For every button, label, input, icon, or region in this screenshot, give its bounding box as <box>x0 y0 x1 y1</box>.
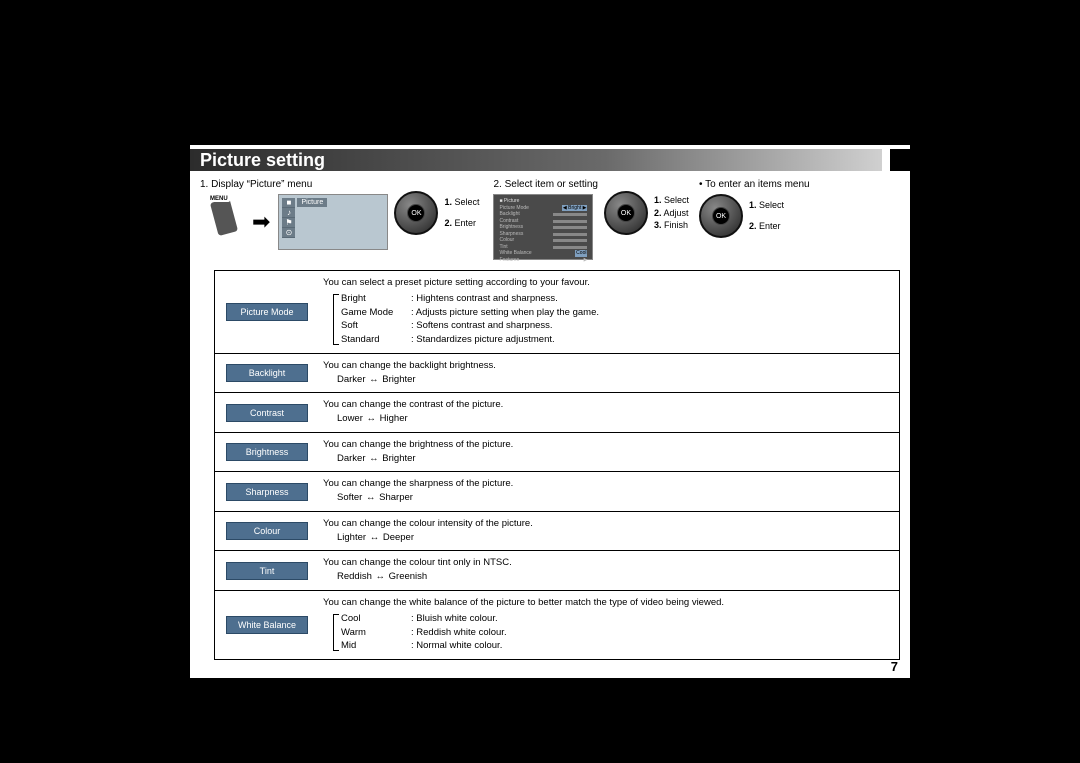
table-row: Contrast You can change the contrast of … <box>215 393 899 433</box>
dial-2-labels: 1. Select 2. Adjust 3. Finish <box>654 194 689 232</box>
arrow-range-icon <box>366 413 378 424</box>
gear-icon: ⊙ <box>282 228 295 238</box>
step-1-graphic: MENU ➡ ■ ♪ ⚑ ⊙ Picture <box>200 194 388 250</box>
remote-icon: MENU <box>200 194 244 240</box>
settings-table: Picture Mode You can select a preset pic… <box>214 270 900 660</box>
row-label-backlight: Backlight <box>226 364 308 382</box>
osd-menu-1: ■ ♪ ⚑ ⊙ Picture <box>278 194 388 250</box>
table-row: Sharpness You can change the sharpness o… <box>215 472 899 512</box>
page-number: 7 <box>891 659 898 674</box>
arrow-range-icon <box>369 532 381 543</box>
row-desc-picture-mode: You can select a preset picture setting … <box>319 271 899 353</box>
manual-page: Picture setting 1. Display “Picture” men… <box>190 145 910 678</box>
table-row: Backlight You can change the backlight b… <box>215 354 899 394</box>
title-mark <box>890 149 910 171</box>
dial-3-labels: 1. Select 2. Enter <box>749 199 784 232</box>
tool-icon: ⚑ <box>282 218 295 228</box>
table-row: White Balance You can change the white b… <box>215 591 899 660</box>
menu-button-label: MENU <box>208 196 230 202</box>
osd-menu-2: ■ Picture Picture Mode◀ Bright ▶ Backlig… <box>493 194 593 260</box>
enter-items-note: • To enter an items menu <box>699 179 810 190</box>
title-bar: Picture setting <box>190 149 910 171</box>
row-label-contrast: Contrast <box>226 404 308 422</box>
step-2-label: 2. Select item or setting <box>493 179 598 190</box>
home-icon: ■ <box>282 198 295 208</box>
step-1-label: 1. Display “Picture” menu <box>200 179 388 190</box>
table-row: Picture Mode You can select a preset pic… <box>215 271 899 354</box>
ok-dial-icon <box>699 194 743 238</box>
arrow-range-icon <box>365 492 377 503</box>
ok-dial-icon <box>394 191 438 235</box>
row-label-picture-mode: Picture Mode <box>226 303 308 321</box>
arrow-right-icon: ➡ <box>252 209 270 235</box>
dial-1-labels: 1. Select 2. Enter <box>444 196 479 229</box>
page-title: Picture setting <box>190 149 882 171</box>
table-row: Colour You can change the colour intensi… <box>215 512 899 552</box>
arrow-range-icon <box>368 453 380 464</box>
row-label-colour: Colour <box>226 522 308 540</box>
row-label-sharpness: Sharpness <box>226 483 308 501</box>
music-icon: ♪ <box>282 208 295 218</box>
osd-title: Picture <box>297 198 327 207</box>
table-row: Tint You can change the colour tint only… <box>215 551 899 591</box>
row-label-tint: Tint <box>226 562 308 580</box>
row-label-white-balance: White Balance <box>226 616 308 634</box>
ok-dial-icon <box>604 191 648 235</box>
arrow-range-icon <box>375 571 387 582</box>
steps-row: 1. Display “Picture” menu MENU ➡ ■ ♪ ⚑ ⊙… <box>190 171 910 266</box>
arrow-range-icon <box>368 374 380 385</box>
row-label-brightness: Brightness <box>226 443 308 461</box>
table-row: Brightness You can change the brightness… <box>215 433 899 473</box>
